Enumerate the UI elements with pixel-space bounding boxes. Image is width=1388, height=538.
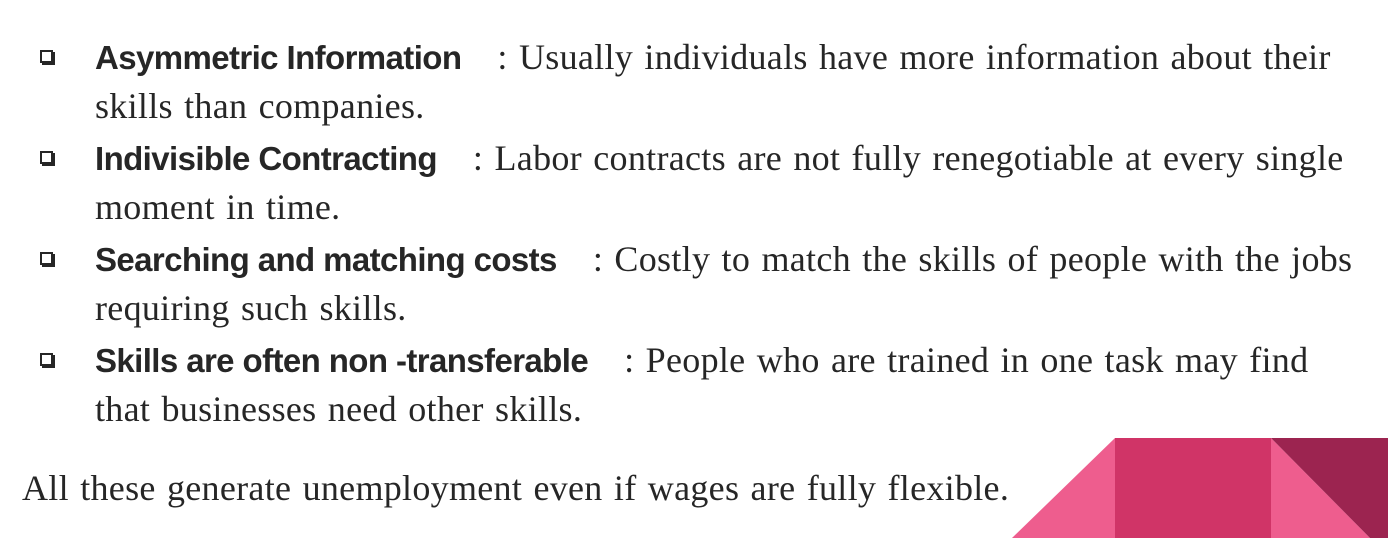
bullet-list: Asymmetric Information: Usually individu… — [38, 33, 1358, 437]
checkbox-bullet-icon — [40, 252, 53, 265]
bullet-item-searching-matching-costs: Searching and matching costs: Costly to … — [38, 235, 1358, 333]
bullet-item-indivisible-contracting: Indivisible Contracting: Labor contracts… — [38, 134, 1358, 232]
corner-shape-left — [1012, 438, 1115, 538]
bullet-description: : Costly to match the skills of people w… — [95, 239, 1353, 328]
corner-decoration — [1012, 438, 1388, 538]
checkbox-bullet-icon — [40, 353, 53, 366]
bullet-description: : Usually individuals have more informat… — [95, 37, 1331, 126]
bullet-item-non-transferable-skills: Skills are often non -transferable: Peop… — [38, 336, 1358, 434]
bullet-item-asymmetric-information: Asymmetric Information: Usually individu… — [38, 33, 1358, 131]
bullet-term: Searching and matching costs — [95, 241, 557, 278]
bullet-description: : People who are trained in one task may… — [95, 340, 1309, 429]
checkbox-bullet-icon — [40, 151, 53, 164]
bullet-term: Skills are often non -transferable — [95, 342, 589, 379]
bullet-description: : Labor contracts are not fully renegoti… — [95, 138, 1344, 227]
corner-shape-center — [1115, 438, 1271, 538]
summary-text: All these generate unemployment even if … — [22, 468, 1010, 508]
bullet-term: Indivisible Contracting — [95, 140, 438, 177]
bullet-term: Asymmetric Information — [95, 39, 462, 76]
corner-shape-right-dark — [1271, 438, 1388, 538]
checkbox-bullet-icon — [40, 50, 53, 63]
